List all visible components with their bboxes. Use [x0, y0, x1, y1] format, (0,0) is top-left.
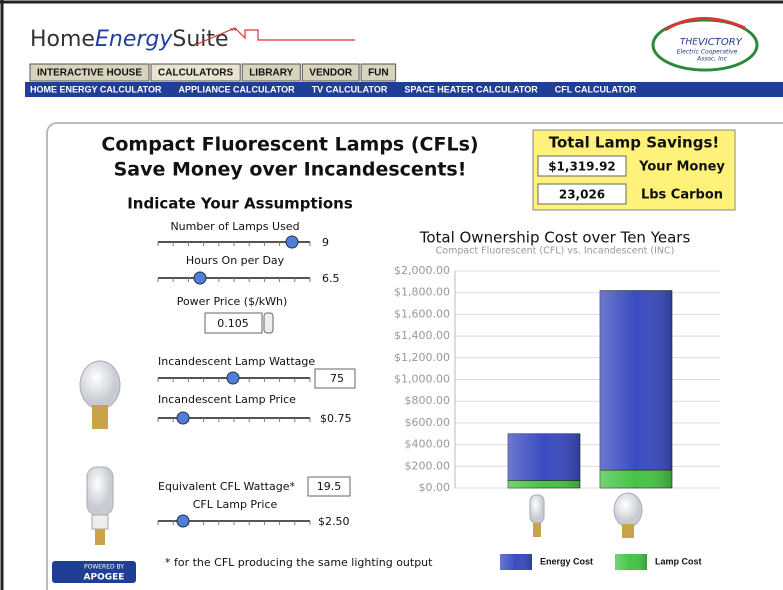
logo-text: VICTORY	[698, 37, 743, 48]
tab-label: FUN	[368, 68, 389, 79]
money-label: Your Money	[638, 160, 725, 175]
screen: HomeEnergySuite™ THE VICTORY Electric Co…	[0, 0, 783, 590]
bulb-glass	[87, 467, 113, 515]
brand-part: Suite	[172, 27, 228, 52]
y-tick-label: $2,000.00	[394, 264, 450, 277]
bulb-glass	[614, 493, 642, 527]
brand-part: Home	[30, 27, 95, 52]
nav-link[interactable]: TV CALCULATOR	[312, 84, 388, 94]
bulb-base	[95, 529, 105, 545]
y-tick-label: $600.00	[405, 416, 451, 429]
label: Number of Lamps Used	[170, 220, 299, 233]
bar-shine	[508, 434, 580, 481]
legend-shine	[615, 554, 647, 570]
legend-label: Lamp Cost	[655, 556, 702, 566]
carbon-label: Lbs Carbon	[641, 188, 723, 203]
label: Incandescent Lamp Wattage	[158, 355, 315, 368]
value: 75	[330, 372, 344, 385]
title: Compact Fluorescent Lamps (CFLs)	[101, 134, 478, 156]
y-tick-label: $1,000.00	[394, 373, 450, 386]
chart-title: Total Ownership Cost over Ten Years	[419, 229, 691, 247]
tab-label: LIBRARY	[249, 68, 293, 79]
logo-text: Assoc, Inc	[696, 56, 728, 63]
price-value: 0.105	[217, 317, 249, 330]
footnote: * for the CFL producing the same lightin…	[165, 556, 433, 569]
slider-thumb[interactable]	[227, 372, 239, 384]
label: CFL Lamp Price	[193, 498, 278, 511]
value: 6.5	[322, 272, 340, 285]
bulb-neck	[92, 515, 108, 529]
nav-link[interactable]: SPACE HEATER CALCULATOR	[404, 84, 538, 94]
y-tick-label: $0.00	[419, 481, 451, 494]
value: $0.75	[320, 412, 352, 425]
label: Hours On per Day	[186, 254, 285, 267]
chart-subtitle: Compact Fluorescent (CFL) vs. Incandesce…	[436, 246, 675, 257]
y-tick-label: $1,800.00	[394, 286, 450, 299]
y-tick-label: $200.00	[405, 459, 451, 472]
bar-shine	[600, 291, 672, 471]
label: Equivalent CFL Wattage*	[158, 480, 295, 493]
y-tick-label: $1,600.00	[394, 307, 450, 320]
logo-text: THE	[680, 38, 698, 48]
bulb-base	[622, 524, 634, 538]
bulb-base	[533, 523, 541, 537]
brand-part: Energy	[95, 27, 173, 52]
bulb-glass	[80, 361, 120, 409]
spinner[interactable]	[264, 313, 273, 333]
legend-shine	[500, 554, 532, 570]
nav-link[interactable]: HOME ENERGY CALCULATOR	[30, 84, 162, 94]
label: Power Price ($/kWh)	[177, 295, 288, 308]
badge-text: POWERED BY	[84, 564, 124, 571]
slider-thumb[interactable]	[177, 515, 189, 527]
y-tick-label: $800.00	[405, 394, 451, 407]
tab-label: CALCULATORS	[158, 68, 234, 79]
value: 9	[322, 236, 329, 249]
y-tick-label: $400.00	[405, 438, 451, 451]
tab-label: VENDOR	[309, 68, 353, 79]
legend-label: Energy Cost	[540, 556, 593, 566]
badge-text: APOGEE	[84, 573, 125, 583]
savings-title: Total Lamp Savings!	[549, 134, 720, 152]
logo-text: Electric Cooperative	[677, 49, 738, 56]
bar-shine	[600, 470, 672, 488]
heading: Indicate Your Assumptions	[127, 195, 353, 213]
nav-link[interactable]: APPLIANCE CALCULATOR	[179, 84, 296, 94]
label: Incandescent Lamp Price	[158, 393, 296, 406]
bulb-glass	[530, 495, 544, 523]
y-tick-label: $1,400.00	[394, 329, 450, 342]
value: $2.50	[318, 515, 350, 528]
y-tick-label: $1,200.00	[394, 351, 450, 364]
carbon: 23,026	[559, 188, 605, 202]
bulb-base	[92, 405, 108, 429]
nav-link[interactable]: CFL CALCULATOR	[555, 84, 637, 94]
bar-shine	[508, 480, 580, 488]
money: $1,319.92	[548, 160, 616, 174]
tab-label: INTERACTIVE HOUSE	[37, 68, 142, 79]
page: HomeEnergySuite™ THE VICTORY Electric Co…	[0, 0, 783, 590]
slider-thumb[interactable]	[177, 412, 189, 424]
title: Save Money over Incandescents!	[114, 159, 467, 181]
slider-thumb[interactable]	[286, 236, 298, 248]
slider-thumb[interactable]	[194, 272, 206, 284]
value: 19.5	[317, 480, 342, 493]
